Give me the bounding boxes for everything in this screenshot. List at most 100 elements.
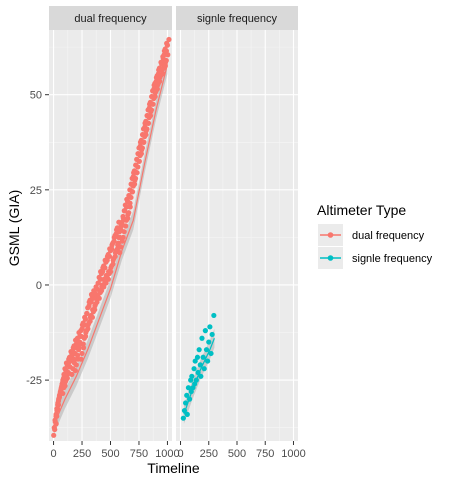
data-point — [79, 326, 85, 332]
data-point — [200, 354, 206, 360]
data-point — [135, 164, 141, 170]
data-point — [72, 367, 78, 374]
confidence-band — [53, 54, 168, 436]
data-point — [89, 314, 96, 320]
data-point — [105, 276, 111, 282]
data-point — [189, 373, 195, 379]
data-point — [192, 358, 198, 364]
x-tick-label: 750 — [256, 448, 274, 460]
data-point — [138, 151, 144, 157]
data-point — [84, 310, 90, 317]
data-point — [116, 234, 122, 241]
data-point — [201, 366, 207, 372]
x-tick-label: 1000 — [281, 448, 305, 460]
data-point — [152, 93, 158, 100]
legend-point-signle-frequency — [327, 255, 334, 261]
data-point — [209, 331, 215, 338]
data-point — [144, 126, 150, 132]
data-point — [79, 350, 85, 357]
data-point — [163, 48, 170, 54]
data-point — [90, 295, 97, 301]
strip-label-dual-frequency: dual frequency — [74, 13, 147, 25]
data-point — [126, 210, 132, 216]
legend-title: Altimeter Type — [317, 202, 406, 218]
data-point — [207, 324, 213, 330]
y-tick-label: 50 — [30, 90, 42, 102]
data-point — [96, 295, 102, 301]
data-point — [143, 132, 149, 138]
data-point — [184, 392, 190, 398]
data-point — [92, 307, 98, 313]
data-point — [211, 312, 217, 319]
data-point — [184, 411, 190, 417]
data-point — [194, 354, 201, 360]
data-point — [118, 244, 124, 250]
data-point — [80, 341, 86, 347]
data-point — [150, 101, 156, 107]
data-point — [100, 269, 106, 275]
data-point — [51, 425, 57, 431]
data-point — [120, 234, 126, 241]
data-point — [198, 373, 204, 379]
data-point — [157, 78, 163, 84]
data-point — [125, 215, 131, 221]
data-point — [161, 52, 167, 58]
data-point — [141, 139, 147, 145]
y-tick-label: 0 — [36, 280, 42, 292]
data-point — [203, 347, 210, 353]
data-point — [69, 371, 75, 378]
data-point — [148, 107, 155, 113]
data-point — [202, 328, 208, 334]
data-point — [139, 145, 145, 151]
data-point — [77, 333, 83, 339]
data-point — [134, 170, 140, 176]
data-point — [62, 383, 68, 389]
series-dual-frequency — [51, 36, 172, 438]
data-point — [122, 223, 129, 229]
data-point — [145, 120, 151, 126]
data-point — [147, 113, 154, 119]
legend-label-dual-frequency: dual frequency — [352, 230, 425, 242]
data-point — [136, 158, 142, 164]
x-tick-label: 750 — [130, 448, 148, 460]
x-tick-label: 1000 — [155, 448, 179, 460]
trend-line — [183, 338, 215, 415]
x-tick-label: 0 — [50, 448, 56, 460]
data-point — [206, 339, 212, 345]
data-point — [208, 350, 214, 357]
strip-signle-frequency — [176, 6, 298, 30]
data-point — [64, 375, 70, 381]
data-point — [81, 322, 88, 328]
data-point — [121, 229, 127, 235]
legend: Altimeter Type dual frequency signle fre… — [317, 202, 433, 269]
x-tick-label: 250 — [73, 448, 91, 460]
data-point — [109, 246, 115, 252]
data-point — [154, 86, 160, 92]
facet-panels — [49, 30, 298, 441]
data-point — [127, 200, 133, 206]
data-point — [110, 261, 116, 267]
strip-label-signle-frequency: signle frequency — [197, 13, 278, 25]
data-point — [103, 280, 109, 286]
data-point — [97, 276, 103, 282]
data-point — [185, 385, 192, 391]
data-point — [85, 326, 91, 332]
data-point — [82, 333, 89, 339]
series-signle-frequency — [180, 312, 217, 424]
x-tick-label: 500 — [228, 448, 246, 460]
data-point — [86, 303, 92, 309]
data-point — [159, 59, 165, 65]
x-tick-label: 500 — [101, 448, 119, 460]
data-point — [121, 208, 127, 214]
data-point — [111, 238, 117, 244]
data-point — [131, 181, 138, 187]
data-point — [120, 213, 126, 220]
data-point — [112, 253, 118, 260]
data-point — [164, 42, 171, 48]
legend-point-dual-frequency — [327, 232, 334, 238]
y-axis-title: GSML (GIA) — [6, 190, 22, 267]
data-point — [98, 288, 105, 294]
legend-label-signle-frequency: signle frequency — [352, 253, 433, 265]
data-point — [127, 204, 133, 210]
